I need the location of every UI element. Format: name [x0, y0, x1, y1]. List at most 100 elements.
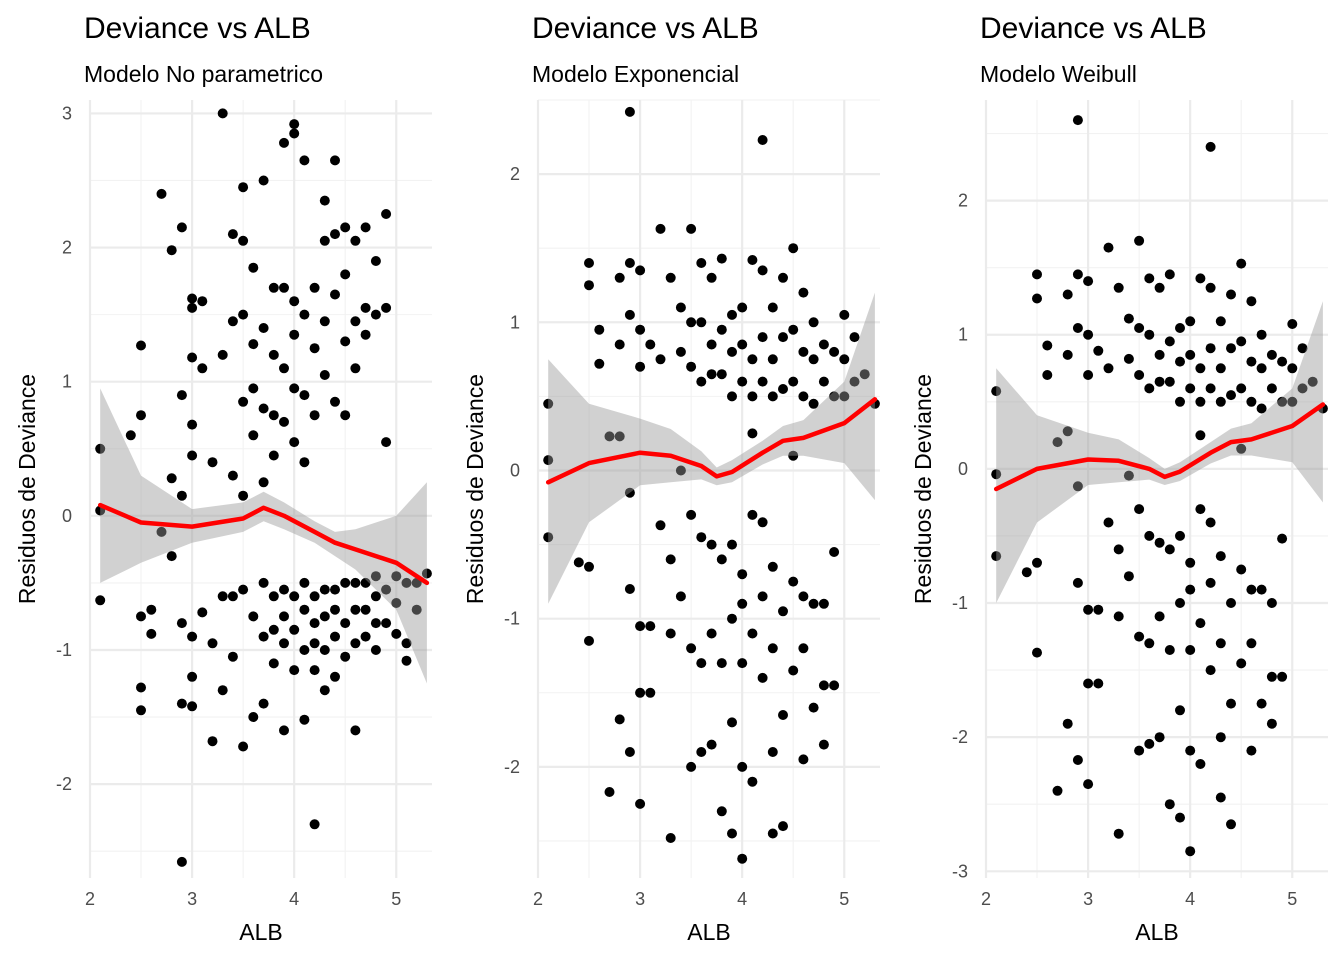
data-point — [187, 450, 198, 461]
data-point — [279, 137, 289, 148]
data-point — [665, 272, 676, 283]
data-point — [268, 410, 279, 421]
data-point — [319, 235, 330, 246]
data-point — [706, 272, 717, 283]
data-point — [778, 272, 788, 283]
data-point — [675, 465, 686, 476]
data-point — [299, 714, 310, 725]
data-point — [829, 391, 840, 402]
data-point — [624, 584, 635, 594]
data-point — [258, 323, 269, 333]
data-point — [696, 658, 707, 669]
confidence-ribbon — [548, 292, 875, 604]
confidence-ribbon — [996, 301, 1323, 603]
data-point — [197, 363, 208, 374]
data-point — [350, 638, 361, 649]
data-point — [401, 577, 412, 588]
data-point — [136, 682, 146, 693]
data-point — [391, 571, 402, 582]
data-point — [360, 577, 371, 588]
data-point — [1195, 396, 1206, 407]
data-point — [675, 346, 686, 357]
data-point — [176, 698, 187, 709]
y-tick-label: -1 — [56, 640, 72, 660]
data-point — [1215, 363, 1226, 374]
data-point — [289, 437, 300, 448]
data-point — [818, 376, 829, 387]
data-point — [1277, 356, 1288, 367]
data-point — [1093, 678, 1104, 689]
data-point — [1032, 293, 1042, 304]
data-point — [1185, 584, 1196, 595]
data-point — [1205, 665, 1216, 676]
data-point — [1175, 323, 1185, 333]
data-point — [309, 819, 320, 830]
data-point — [1021, 567, 1032, 578]
data-point — [1083, 678, 1094, 689]
data-point — [370, 256, 381, 266]
data-point — [1175, 530, 1185, 541]
data-point — [340, 222, 351, 233]
data-point — [411, 604, 422, 615]
data-point — [258, 175, 269, 186]
data-point — [584, 258, 594, 268]
data-point — [686, 223, 697, 234]
data-point — [1164, 269, 1175, 280]
data-point — [635, 265, 646, 276]
data-point — [635, 361, 646, 372]
data-point — [1256, 698, 1267, 709]
data-point — [217, 108, 228, 119]
data-point — [299, 390, 310, 401]
smooth-line — [993, 402, 1326, 492]
data-point — [309, 638, 320, 649]
data-point — [767, 561, 778, 572]
data-point — [1083, 370, 1094, 380]
data-point — [238, 309, 249, 320]
data-point — [330, 671, 340, 682]
data-point — [655, 520, 666, 531]
data-point — [696, 376, 707, 387]
data-point — [635, 798, 646, 809]
data-point — [166, 473, 177, 484]
x-tick-label: 2 — [981, 889, 991, 909]
data-point — [1123, 470, 1134, 481]
data-point — [808, 398, 819, 409]
x-tick-label: 2 — [533, 889, 543, 909]
data-point — [1164, 645, 1175, 655]
data-point — [665, 628, 676, 639]
data-point — [1256, 403, 1267, 414]
data-point — [716, 806, 727, 817]
data-point — [1154, 376, 1165, 387]
data-point — [217, 591, 228, 602]
data-point — [778, 384, 788, 394]
data-point — [299, 457, 310, 468]
y-tick-label: -1 — [952, 593, 968, 613]
data-point — [1185, 846, 1196, 857]
data-point — [1246, 584, 1257, 595]
chart-panel-3: 2 3 4 5 -3 -2 -1 0 1 2 Deviance vs ALB Modelo Weibu… — [910, 12, 1328, 945]
data-point — [1062, 349, 1073, 360]
data-point — [614, 272, 625, 283]
data-point — [737, 376, 748, 387]
data-point — [788, 450, 799, 461]
data-point — [227, 316, 238, 327]
data-point — [584, 561, 594, 572]
data-point — [767, 302, 778, 313]
data-point — [727, 613, 737, 624]
data-point — [1093, 345, 1104, 356]
data-point — [289, 329, 300, 340]
data-point — [197, 607, 208, 618]
y-tick-label: 2 — [510, 164, 520, 184]
data-point — [1185, 745, 1196, 756]
data-point — [350, 725, 361, 736]
data-point — [1215, 792, 1226, 803]
data-point — [1052, 785, 1063, 796]
data-point — [1185, 383, 1196, 394]
data-point — [798, 346, 809, 357]
data-point — [370, 309, 381, 320]
data-point — [125, 430, 136, 441]
data-point — [360, 222, 371, 233]
data-point — [1195, 618, 1206, 629]
data-point — [268, 658, 279, 669]
